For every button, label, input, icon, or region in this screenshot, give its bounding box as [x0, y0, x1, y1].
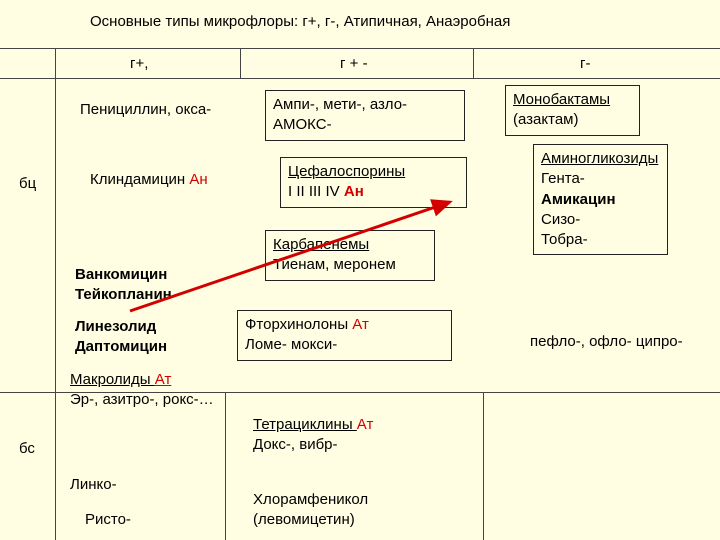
- tetra-at: Ат: [357, 416, 374, 433]
- fluoroquinolone-box: Фторхинолоны Ат Ломе- мокси-: [237, 310, 452, 361]
- amino-title: Аминогликозиды: [541, 150, 658, 167]
- amino-l3: Сизо-: [541, 211, 580, 228]
- penicillin-text: Пенициллин, окса-: [80, 100, 211, 120]
- slide-title: Основные типы микрофлоры: г+, г-, Атипич…: [90, 13, 510, 30]
- ampi-l2: АМОКС-: [273, 116, 332, 133]
- col-header-gpm: г + -: [340, 55, 368, 72]
- carba-title: Карбапенемы: [273, 236, 369, 253]
- fq-title: Фторхинолоны: [245, 316, 352, 333]
- macro-at: Ат: [155, 371, 172, 388]
- vline-b2: [483, 392, 484, 540]
- vanko: Ванкомицин: [75, 266, 167, 283]
- hline-header: [0, 78, 720, 79]
- vline-rowlabel: [55, 48, 56, 540]
- aminoglycoside-box: Аминогликозиды Гента- Амикацин Сизо- Тоб…: [533, 144, 668, 255]
- risto-text: Ристо-: [85, 510, 131, 530]
- carbapenem-box: Карбапенемы Тиенам, меронем: [265, 230, 435, 281]
- ampicillin-box: Ампи-, мети-, азло- АМОКС-: [265, 90, 465, 141]
- fq-sub: Ломе- мокси-: [245, 336, 337, 353]
- amino-l1: Гента-: [541, 170, 585, 187]
- daptomycin: Даптомицин: [75, 338, 167, 355]
- row-label-bs: бс: [19, 440, 35, 457]
- mono-title: Монобактамы: [513, 91, 610, 108]
- macro-sub: Эр-, азитро-, рокс-…: [70, 391, 214, 408]
- mono-sub: (азактам): [513, 111, 578, 128]
- chloram-l2: (левомицетин): [253, 511, 355, 528]
- hline-top: [0, 48, 720, 49]
- linko-text: Линко-: [70, 475, 117, 495]
- carba-sub: Тиенам, меронем: [273, 256, 396, 273]
- cefa-gen: I II III IV: [288, 183, 344, 200]
- cefa-an: Ан: [344, 183, 364, 200]
- teiko: Тейкопланин: [75, 286, 172, 303]
- amino-l4: Тобра-: [541, 231, 588, 248]
- clinda-an: Ан: [189, 171, 207, 188]
- col-header-gminus: г-: [580, 55, 590, 72]
- vancomycin-text: Ванкомицин Тейкопланин: [75, 265, 172, 306]
- fq-at: Ат: [352, 316, 369, 333]
- monobactam-box: Монобактамы (азактам): [505, 85, 640, 136]
- linezolid: Линезолид: [75, 318, 156, 335]
- chloram-l1: Хлорамфеникол: [253, 491, 368, 508]
- amino-l2: Амикацин: [541, 191, 616, 208]
- cefalo-box: Цефалоспорины I II III IV Ан: [280, 157, 467, 208]
- row-label-bc: бц: [19, 175, 36, 192]
- tetra-title: Тетрациклины: [253, 416, 357, 433]
- clindamycin-text: Клиндамицин Ан: [90, 170, 208, 190]
- tetra-text: Тетрациклины Ат Докс-, вибр-: [253, 415, 373, 456]
- vline-b1: [225, 392, 226, 540]
- clinda-pre: Клиндамицин: [90, 171, 189, 188]
- macro-title: Макролиды: [70, 371, 155, 388]
- vline-h1: [240, 48, 241, 78]
- macrolide-text: Макролиды Ат Эр-, азитро-, рокс-…: [70, 370, 214, 411]
- linezolid-text: Линезолид Даптомицин: [75, 317, 167, 358]
- chloram-text: Хлорамфеникол (левомицетин): [253, 490, 368, 531]
- col-header-gplus: г+,: [130, 55, 148, 72]
- ampi-l1: Ампи-, мети-, азло-: [273, 96, 407, 113]
- vline-h2: [473, 48, 474, 78]
- cefa-title: Цефалоспорины: [288, 163, 405, 180]
- tetra-sub: Докс-, вибр-: [253, 436, 338, 453]
- peflo-text: пефло-, офло- ципро-: [530, 332, 683, 352]
